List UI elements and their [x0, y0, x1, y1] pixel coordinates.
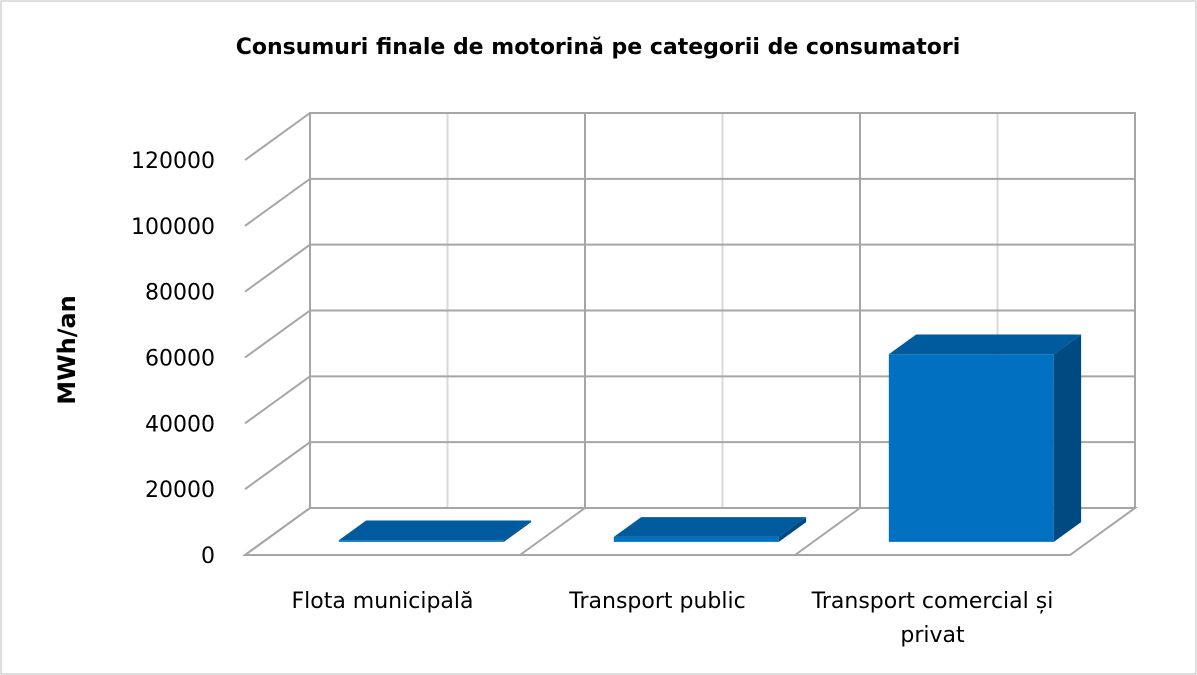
bar-front — [613, 536, 779, 542]
bar-front — [888, 354, 1054, 542]
y-tick-label: 100000 — [131, 215, 215, 240]
grid-line — [244, 309, 1135, 359]
bar-side — [503, 520, 532, 542]
y-tick-label: 0 — [201, 544, 215, 569]
y-axis-label: MWh/an — [53, 295, 81, 405]
grid-line — [244, 441, 1135, 490]
y-tick-label: 40000 — [145, 412, 215, 437]
y-tick-label: 80000 — [145, 281, 215, 306]
bar-top — [338, 520, 532, 541]
grid-line — [244, 375, 1135, 425]
floor-divider — [519, 507, 586, 556]
x-tick-label: Transport public — [569, 589, 746, 614]
grid-line — [244, 243, 1135, 293]
bar-front — [338, 540, 504, 542]
grid-line — [244, 112, 1135, 161]
x-tick-label: Transport comercial și privat — [811, 589, 1054, 648]
y-tick-label: 20000 — [145, 478, 215, 503]
floor-divider — [794, 507, 861, 556]
bar-side — [1053, 334, 1082, 542]
bar-top — [613, 517, 807, 537]
y-tick-label: 60000 — [145, 347, 215, 372]
grid-line — [244, 177, 1135, 227]
bar-top — [888, 334, 1082, 355]
x-tick-label: Flota municipală — [291, 589, 474, 614]
y-tick-label: 120000 — [131, 149, 215, 174]
bar-side — [778, 517, 807, 542]
chart-title: Consumuri finale de motorină pe categori… — [236, 35, 961, 60]
grid-line — [244, 507, 1135, 556]
